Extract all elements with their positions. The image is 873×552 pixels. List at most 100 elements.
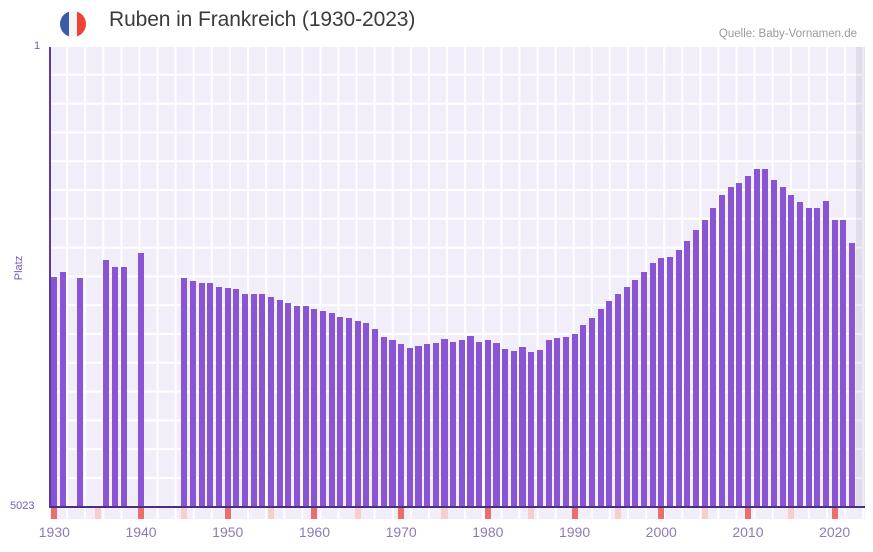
bar-1962[interactable] [328, 312, 335, 507]
x-tick-1955 [268, 508, 275, 519]
bar-1955[interactable] [268, 297, 275, 507]
bar-1978[interactable] [467, 335, 474, 507]
bar-1977[interactable] [458, 339, 465, 507]
bar-1975[interactable] [441, 338, 448, 507]
bar-1963[interactable] [337, 316, 344, 507]
bar-2016[interactable] [796, 202, 803, 507]
x-tick-1970 [398, 508, 405, 519]
bar-1952[interactable] [242, 293, 249, 507]
bar-1946[interactable] [190, 281, 197, 507]
bar-1969[interactable] [389, 340, 396, 507]
x-tick-2015 [788, 508, 795, 519]
bar-1968[interactable] [380, 336, 387, 507]
bar-2003[interactable] [684, 240, 691, 507]
bar-2004[interactable] [692, 229, 699, 507]
bar-1992[interactable] [588, 318, 595, 507]
x-tick-1950 [224, 508, 231, 519]
bar-2007[interactable] [718, 194, 725, 507]
bar-1931[interactable] [59, 271, 67, 507]
bar-2002[interactable] [675, 249, 682, 507]
bar-2012[interactable] [762, 168, 769, 507]
bar-2017[interactable] [805, 207, 812, 507]
bar-1972[interactable] [415, 346, 422, 507]
x-tick-1965 [354, 508, 361, 519]
x-tick-1960 [311, 508, 318, 519]
bar-1965[interactable] [354, 321, 361, 507]
bar-1947[interactable] [198, 282, 205, 507]
bar-2005[interactable] [701, 220, 708, 507]
bar-1956[interactable] [276, 300, 283, 507]
bar-1936[interactable] [103, 259, 110, 507]
bar-1953[interactable] [250, 294, 257, 507]
bar-1964[interactable] [346, 318, 353, 507]
bar-1987[interactable] [545, 340, 552, 507]
bar-1996[interactable] [623, 287, 630, 507]
x-axis-tick-band [50, 508, 865, 519]
bar-2000[interactable] [658, 258, 665, 507]
bar-1948[interactable] [207, 282, 214, 507]
bar-1991[interactable] [580, 324, 587, 507]
bar-1980[interactable] [484, 339, 491, 507]
bar-1985[interactable] [528, 352, 535, 507]
x-axis-label-1940: 1940 [125, 524, 157, 540]
bar-1950[interactable] [224, 288, 231, 507]
bar-2021[interactable] [840, 219, 847, 507]
x-tick-1930 [51, 508, 58, 519]
bar-1967[interactable] [372, 329, 379, 507]
bar-1997[interactable] [632, 279, 639, 507]
bar-2001[interactable] [666, 257, 673, 507]
bar-1993[interactable] [597, 309, 604, 507]
bar-1983[interactable] [510, 350, 517, 507]
bar-2020[interactable] [831, 220, 838, 507]
bar-1966[interactable] [363, 323, 370, 507]
bar-1973[interactable] [424, 344, 431, 507]
bar-1979[interactable] [476, 342, 483, 507]
y-axis-line [49, 47, 51, 508]
bar-1976[interactable] [450, 342, 457, 507]
bar-1954[interactable] [259, 294, 266, 507]
bar-1937[interactable] [111, 266, 119, 507]
bar-2008[interactable] [727, 187, 734, 507]
bar-1930[interactable] [51, 276, 58, 507]
bar-2009[interactable] [736, 182, 743, 507]
bar-1938[interactable] [120, 266, 127, 507]
bar-1986[interactable] [536, 349, 543, 507]
bar-2014[interactable] [779, 187, 786, 507]
x-tick-1940 [138, 508, 145, 519]
x-axis-label-1980: 1980 [472, 524, 504, 540]
bar-1998[interactable] [640, 271, 647, 507]
bar-1982[interactable] [502, 348, 509, 507]
bar-1988[interactable] [554, 337, 561, 507]
bar-1957[interactable] [285, 302, 292, 507]
bar-1970[interactable] [398, 344, 405, 507]
bar-1940[interactable] [138, 252, 145, 507]
bar-1958[interactable] [294, 305, 301, 507]
bar-1981[interactable] [493, 343, 500, 507]
bar-1961[interactable] [320, 311, 327, 507]
bar-1933[interactable] [77, 277, 84, 507]
bar-2022[interactable] [848, 243, 856, 507]
bar-2013[interactable] [770, 179, 777, 507]
x-axis-label-2000: 2000 [645, 524, 677, 540]
bar-2011[interactable] [753, 168, 760, 507]
bar-1949[interactable] [216, 287, 223, 507]
bar-2015[interactable] [788, 194, 795, 507]
bar-1984[interactable] [519, 346, 526, 507]
page-title: Ruben in Frankreich (1930-2023) [109, 8, 416, 31]
bar-1989[interactable] [562, 336, 569, 507]
bar-1995[interactable] [614, 294, 621, 507]
chart-header: Ruben in Frankreich (1930-2023) Quelle: … [0, 0, 873, 44]
bar-1974[interactable] [432, 343, 439, 507]
bar-1994[interactable] [606, 300, 613, 507]
bar-1960[interactable] [311, 309, 318, 507]
bar-1951[interactable] [233, 288, 240, 507]
bar-1945[interactable] [181, 278, 188, 507]
bar-1971[interactable] [406, 347, 413, 507]
bar-1990[interactable] [571, 334, 578, 507]
bar-2018[interactable] [814, 207, 821, 507]
bar-1999[interactable] [649, 262, 656, 507]
bar-1959[interactable] [302, 306, 309, 507]
bar-2006[interactable] [710, 207, 717, 507]
bar-2019[interactable] [822, 201, 829, 507]
bar-2010[interactable] [744, 176, 751, 507]
